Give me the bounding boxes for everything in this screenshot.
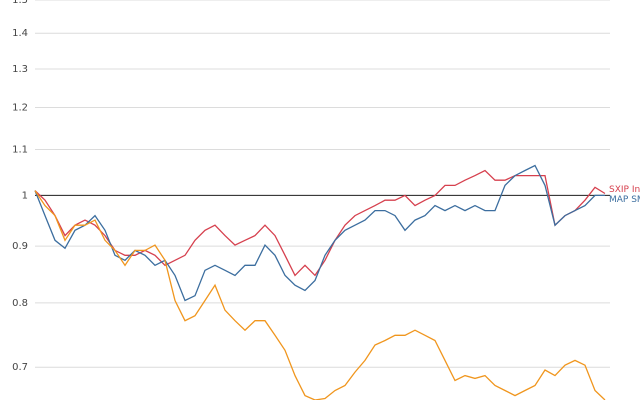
- y-tick-label: 1.5: [12, 0, 28, 6]
- lines: [34, 164, 606, 400]
- y-tick-label: 1.3: [12, 64, 28, 75]
- y-tick-label: 1.4: [12, 28, 28, 39]
- y-tick-label: 1.2: [12, 103, 28, 114]
- y-tick-label: 0.9: [12, 241, 28, 252]
- y-tick-label: 0.7: [12, 362, 28, 373]
- y-tick-label: 1.1: [12, 144, 28, 155]
- y-tick-label: 1: [22, 190, 28, 201]
- series-label: SXIP In: [609, 185, 640, 195]
- series-label: MAP SM: [609, 195, 640, 205]
- series-line: [34, 164, 605, 302]
- series-line: [34, 190, 606, 400]
- grid: 0.7 0.8 0.9 1 1.1 1.2 1.3 1.4 1.5: [12, 0, 610, 373]
- y-tick-label: 0.8: [12, 298, 28, 309]
